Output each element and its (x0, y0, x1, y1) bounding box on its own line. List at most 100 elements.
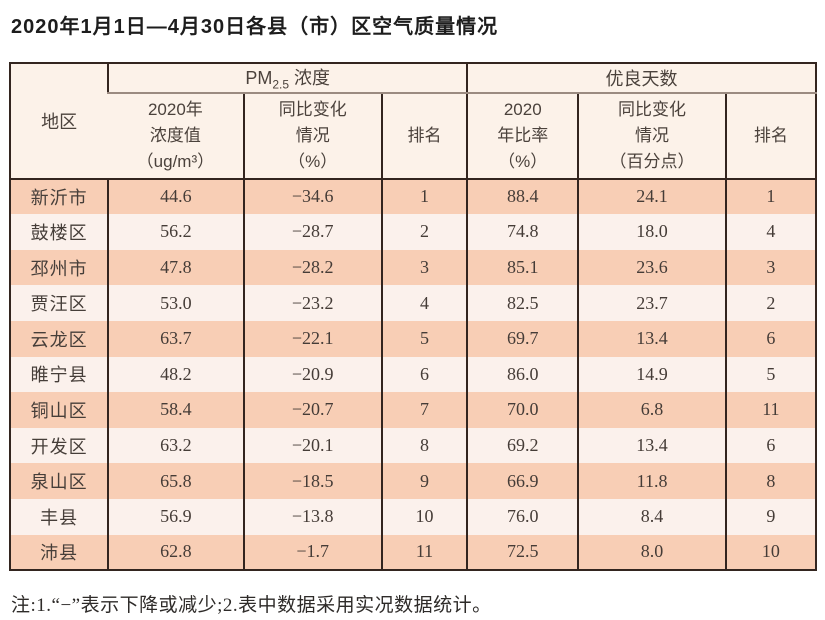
cell-pm-rank: 11 (380, 534, 468, 571)
column-header-pm-change: 同比变化 情况 （%） (242, 92, 382, 179)
cell-region: 新沂市 (10, 178, 109, 215)
cell-pm-change: −28.2 (242, 249, 382, 286)
cell-good-rate: 82.5 (466, 285, 579, 321)
pm25-label-subscript: 2.5 (272, 77, 289, 92)
cell-good-change: 23.6 (577, 249, 726, 286)
table-row: 丰县 56.9 −13.8 10 76.0 8.4 9 (10, 498, 816, 535)
header-line: 同比变化 (278, 99, 347, 119)
table-row: 贾汪区 53.0 −23.2 4 82.5 23.7 2 (10, 285, 816, 321)
cell-pm-value: 44.6 (107, 178, 244, 215)
cell-good-rate: 72.5 (466, 534, 579, 571)
cell-pm-value: 48.2 (107, 356, 244, 393)
column-header-good-rate: 2020 年比率 （%） (466, 92, 579, 179)
cell-region: 睢宁县 (10, 356, 109, 393)
table-row: 云龙区 63.7 −22.1 5 69.7 13.4 6 (10, 320, 816, 357)
cell-region: 云龙区 (10, 320, 109, 357)
cell-pm-rank: 3 (380, 249, 468, 286)
cell-pm-rank: 6 (380, 356, 468, 393)
cell-good-rate: 76.0 (466, 498, 579, 535)
cell-good-rank: 9 (724, 498, 816, 535)
table-row: 鼓楼区 56.2 −28.7 2 74.8 18.0 4 (10, 214, 816, 250)
cell-good-change: 24.1 (577, 178, 726, 215)
cell-pm-value: 56.9 (107, 498, 244, 535)
cell-region: 贾汪区 (10, 285, 109, 321)
column-header-pm-rank: 排名 (380, 92, 468, 179)
cell-pm-change: −20.1 (242, 427, 382, 464)
table-row: 新沂市 44.6 −34.6 1 88.4 24.1 1 (10, 178, 816, 215)
column-group-pm25: PM2.5 浓度 (107, 63, 468, 94)
cell-good-change: 6.8 (577, 392, 726, 428)
cell-pm-rank: 9 (380, 463, 468, 499)
footnote: 注:1.“−”表示下降或减少;2.表中数据采用实况数据统计。 (11, 595, 492, 617)
column-group-good-days: 优良天数 (466, 63, 816, 94)
cell-pm-rank: 7 (380, 392, 468, 428)
cell-region: 开发区 (10, 427, 109, 464)
cell-good-change: 14.9 (577, 356, 726, 393)
header-line: （%） (288, 151, 338, 171)
cell-pm-change: −22.1 (242, 320, 382, 357)
cell-good-rate: 70.0 (466, 392, 579, 428)
table-row: 铜山区 58.4 −20.7 7 70.0 6.8 11 (10, 392, 816, 428)
cell-good-rank: 3 (724, 249, 816, 286)
cell-good-rate: 66.9 (466, 463, 579, 499)
cell-good-rank: 6 (724, 320, 816, 357)
cell-pm-value: 62.8 (107, 534, 244, 571)
header-line: （ug/m³） (136, 151, 215, 171)
cell-region: 鼓楼区 (10, 214, 109, 250)
header-line: 浓度值 (149, 125, 201, 145)
cell-pm-rank: 8 (380, 427, 468, 464)
cell-pm-change: −1.7 (242, 534, 382, 571)
air-quality-table: 地区 PM2.5 浓度 优良天数 2020年 浓度值 （ug/m³） 同比变化 … (9, 62, 817, 572)
page-title: 2020年1月1日—4月30日各县（市）区空气质量情况 (11, 16, 499, 38)
cell-good-rate: 69.7 (466, 320, 579, 357)
cell-pm-rank: 5 (380, 320, 468, 357)
pm25-label-prefix: PM (245, 68, 273, 88)
cell-good-rate: 88.4 (466, 178, 579, 215)
header-line: 2020 (503, 99, 542, 119)
cell-good-rank: 4 (724, 214, 816, 250)
cell-pm-rank: 4 (380, 285, 468, 321)
cell-pm-change: −34.6 (242, 178, 382, 215)
cell-pm-change: −23.2 (242, 285, 382, 321)
table-row: 沛县 62.8 −1.7 11 72.5 8.0 10 (10, 534, 816, 571)
cell-pm-value: 65.8 (107, 463, 244, 499)
cell-pm-value: 47.8 (107, 249, 244, 286)
cell-good-rank: 5 (724, 356, 816, 393)
cell-good-rank: 1 (724, 178, 816, 215)
cell-pm-rank: 2 (380, 214, 468, 250)
table-body: 新沂市 44.6 −34.6 1 88.4 24.1 1 鼓楼区 56.2 −2… (10, 178, 816, 571)
cell-pm-change: −20.7 (242, 392, 382, 428)
header-line: （百分点） (609, 151, 695, 171)
cell-good-change: 18.0 (577, 214, 726, 250)
column-header-region: 地区 (10, 63, 109, 179)
cell-pm-value: 53.0 (107, 285, 244, 321)
table-row: 睢宁县 48.2 −20.9 6 86.0 14.9 5 (10, 356, 816, 393)
cell-pm-change: −28.7 (242, 214, 382, 250)
table-row: 泉山区 65.8 −18.5 9 66.9 11.8 8 (10, 463, 816, 499)
cell-pm-change: −18.5 (242, 463, 382, 499)
cell-pm-change: −13.8 (242, 498, 382, 535)
cell-region: 铜山区 (10, 392, 109, 428)
column-header-good-rank: 排名 (724, 92, 816, 179)
cell-good-rate: 85.1 (466, 249, 579, 286)
pm25-label-suffix: 浓度 (294, 68, 331, 88)
cell-pm-rank: 10 (380, 498, 468, 535)
cell-pm-value: 58.4 (107, 392, 244, 428)
table-row: 开发区 63.2 −20.1 8 69.2 13.4 6 (10, 427, 816, 464)
cell-good-rate: 74.8 (466, 214, 579, 250)
cell-region: 邳州市 (10, 249, 109, 286)
header-line: 同比变化 (618, 99, 687, 119)
header-line: （%） (498, 151, 548, 171)
cell-good-rank: 8 (724, 463, 816, 499)
cell-good-rank: 2 (724, 285, 816, 321)
cell-good-change: 13.4 (577, 320, 726, 357)
cell-good-rank: 10 (724, 534, 816, 571)
header-sub-row: 2020年 浓度值 （ug/m³） 同比变化 情况 （%） 排名 2020 年比… (10, 92, 816, 179)
cell-pm-rank: 1 (380, 178, 468, 215)
header-line: 情况 (295, 125, 330, 145)
cell-region: 丰县 (10, 498, 109, 535)
table-row: 邳州市 47.8 −28.2 3 85.1 23.6 3 (10, 249, 816, 286)
column-header-pm-value: 2020年 浓度值 （ug/m³） (108, 92, 244, 179)
cell-pm-change: −20.9 (242, 356, 382, 393)
